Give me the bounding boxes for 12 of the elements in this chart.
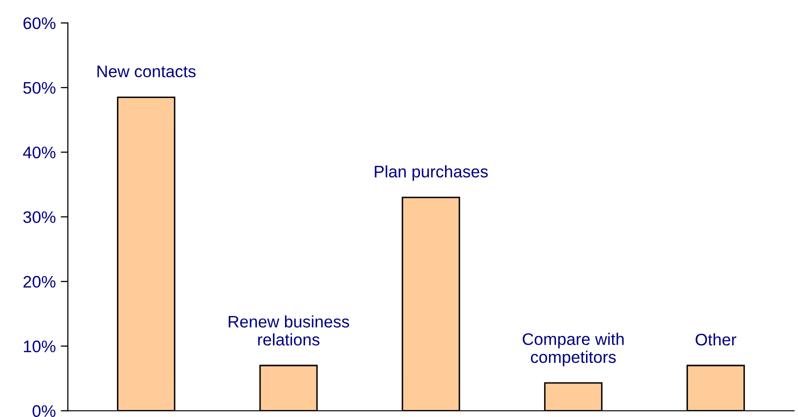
y-tick-label: 10% bbox=[24, 340, 56, 352]
y-tick-label: 60% bbox=[24, 17, 56, 30]
x-tick-label: New contacts bbox=[97, 66, 196, 78]
y-tick-label: 50% bbox=[23, 82, 56, 94]
x-tick-label: Compare with competitors bbox=[522, 332, 624, 366]
y-tick-label: 40% bbox=[23, 146, 56, 158]
y-tick-label: 30% bbox=[23, 211, 56, 224]
x-tick-label: Other bbox=[696, 333, 736, 346]
y-tick-label: 20% bbox=[24, 276, 56, 288]
y-tick-label: 0% bbox=[32, 405, 56, 417]
x-tick-label: Renew business relations bbox=[228, 315, 350, 346]
x-tick-label: Plan purchases bbox=[374, 165, 488, 181]
